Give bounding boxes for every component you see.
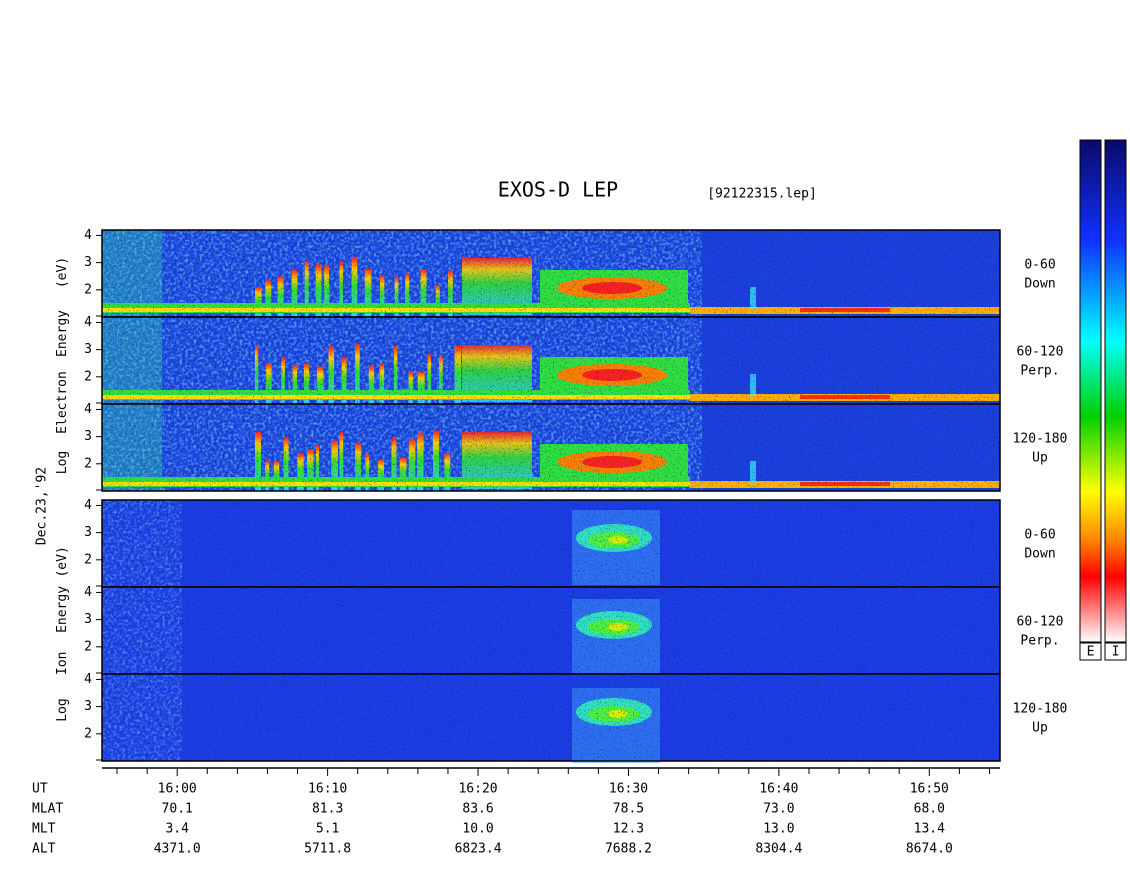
panel-label: Up xyxy=(1032,451,1048,466)
group-label-word: Electron xyxy=(55,371,70,434)
group-label: Log Ion Energy (eV) xyxy=(55,546,70,722)
x-tick-label: 16:00 xyxy=(158,782,197,797)
y-tick-label: 4 xyxy=(84,585,92,600)
spectrogram xyxy=(102,230,1000,317)
panel-label: 120-180 xyxy=(1013,432,1068,447)
file-name: [92122315.lep] xyxy=(707,187,817,202)
group-label-word: Log xyxy=(55,451,70,474)
y-tick-label: 3 xyxy=(84,699,92,714)
colorbar-label: E xyxy=(1087,645,1095,660)
ephemeris-value: 8304.4 xyxy=(755,842,802,857)
ephemeris-value: 5711.8 xyxy=(304,842,351,857)
colorbar-label: I xyxy=(1112,645,1120,660)
ephemeris-value: 4371.0 xyxy=(154,842,201,857)
colorbar xyxy=(1104,139,1127,643)
ephemeris-value: 78.5 xyxy=(613,802,644,817)
y-tick-label: 4 xyxy=(84,402,92,417)
group-label-word: (eV) xyxy=(55,546,70,577)
y-tick-label: 3 xyxy=(84,429,92,444)
spectrogram-speckle xyxy=(102,404,1000,491)
y-tick-label: 2 xyxy=(84,456,92,471)
ephemeris-value: 12.3 xyxy=(613,822,644,837)
spectrogram xyxy=(102,500,1000,587)
spectrogram-speckle xyxy=(102,317,1000,404)
panel-label: 0-60 xyxy=(1024,258,1055,273)
x-tick-label: 16:50 xyxy=(910,782,949,797)
ephemeris-value: 5.1 xyxy=(316,822,339,837)
panel-label: Perp. xyxy=(1020,364,1059,379)
ephemeris-value: 10.0 xyxy=(462,822,493,837)
ephemeris-value: 70.1 xyxy=(162,802,193,817)
y-tick-label: 2 xyxy=(84,552,92,567)
panel-frame xyxy=(101,403,1001,492)
panel-label: 60-120 xyxy=(1017,345,1064,360)
date-label: Dec.23,'92 xyxy=(35,467,50,545)
spectrogram xyxy=(102,674,1000,763)
panel-label: 60-120 xyxy=(1017,615,1064,630)
colorbar-label-box xyxy=(1104,642,1127,661)
spectrogram xyxy=(102,404,1000,491)
spectrogram-speckle xyxy=(102,230,1000,317)
y-tick-label: 2 xyxy=(84,369,92,384)
panel-label: 0-60 xyxy=(1024,528,1055,543)
ephemeris-value: 6823.4 xyxy=(455,842,502,857)
x-tick-label: 16:20 xyxy=(458,782,497,797)
ephemeris-value: 73.0 xyxy=(763,802,794,817)
spectrogram xyxy=(102,317,1000,404)
panel-frame xyxy=(101,673,1001,762)
y-tick-label: 4 xyxy=(84,498,92,513)
spectrogram-speckle xyxy=(102,674,1000,761)
group-label-word: Energy xyxy=(55,310,70,357)
y-tick-label: 2 xyxy=(84,726,92,741)
panel-label: Down xyxy=(1024,277,1055,292)
y-tick-label: 3 xyxy=(84,255,92,270)
colorbar-label-box xyxy=(1079,642,1102,661)
group-label: Log Electron Energy (eV) xyxy=(55,257,70,474)
y-tick-label: 4 xyxy=(84,228,92,243)
ephemeris-value: 83.6 xyxy=(462,802,493,817)
ephemeris-value: 68.0 xyxy=(914,802,945,817)
ephemeris-name: ALT xyxy=(32,842,56,857)
spectrogram-speckle xyxy=(102,500,1000,587)
ephemeris-value: 81.3 xyxy=(312,802,343,817)
y-tick-label: 4 xyxy=(84,315,92,330)
x-tick-label: 16:30 xyxy=(609,782,648,797)
y-tick-label: 4 xyxy=(84,672,92,687)
group-label-word: Energy xyxy=(55,586,70,633)
ephemeris-name: MLAT xyxy=(32,802,63,817)
ephemeris-name: UT xyxy=(32,782,48,797)
group-label-word: (eV) xyxy=(55,257,70,288)
x-tick-label: 16:10 xyxy=(308,782,347,797)
group-label-word: Log xyxy=(55,698,70,721)
panel-label: Down xyxy=(1024,547,1055,562)
spectrogram xyxy=(102,587,1000,674)
group-label-word: Ion xyxy=(55,652,70,675)
panel-label: Perp. xyxy=(1020,634,1059,649)
spectrogram-speckle xyxy=(102,587,1000,674)
colorbar xyxy=(1079,139,1102,643)
x-tick-label: 16:40 xyxy=(759,782,798,797)
y-tick-label: 3 xyxy=(84,342,92,357)
panel-label: Up xyxy=(1032,721,1048,736)
ephemeris-value: 13.0 xyxy=(763,822,794,837)
y-tick-label: 3 xyxy=(84,612,92,627)
ephemeris-name: MLT xyxy=(32,822,56,837)
chart-title: EXOS-D LEP xyxy=(498,178,618,202)
y-tick-label: 2 xyxy=(84,639,92,654)
panel-label: 120-180 xyxy=(1013,702,1068,717)
y-tick-label: 2 xyxy=(84,282,92,297)
y-tick-label: 3 xyxy=(84,525,92,540)
ephemeris-value: 3.4 xyxy=(165,822,189,837)
ephemeris-value: 8674.0 xyxy=(906,842,953,857)
ephemeris-value: 7688.2 xyxy=(605,842,652,857)
ephemeris-value: 13.4 xyxy=(914,822,945,837)
